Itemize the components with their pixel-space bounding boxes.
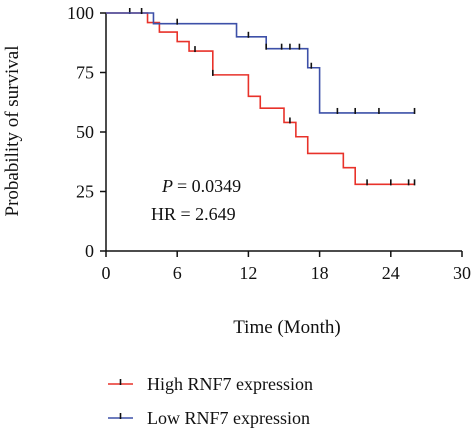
y-axis-label: Probability of survival (2, 46, 23, 217)
p-value-annotation: P = 0.0349 (161, 176, 241, 196)
y-ticks: 0 25 50 75 100 (67, 3, 106, 261)
x-tick-label: 6 (173, 263, 182, 283)
x-axis-label: Time (Month) (233, 317, 341, 338)
p-symbol: P (161, 176, 173, 196)
y-tick-label: 25 (76, 182, 94, 202)
x-tick-label: 24 (382, 263, 400, 283)
legend-label-low: Low RNF7 expression (147, 408, 310, 428)
x-ticks: 0 6 12 18 24 30 (102, 251, 471, 283)
survival-curve-high (106, 12, 415, 186)
p-value: = 0.0349 (177, 176, 241, 196)
legend: High RNF7 expression Low RNF7 expression (108, 374, 313, 428)
x-tick-label: 18 (311, 263, 329, 283)
legend-label-high: High RNF7 expression (147, 374, 313, 394)
y-tick-label: 100 (67, 3, 94, 23)
y-tick-label: 0 (85, 241, 94, 261)
survival-curves (106, 8, 416, 186)
x-tick-label: 30 (453, 263, 471, 283)
y-tick-label: 75 (76, 63, 94, 83)
hazard-ratio-annotation: HR = 2.649 (151, 204, 236, 224)
x-tick-label: 0 (102, 263, 111, 283)
y-tick-label: 50 (76, 122, 94, 142)
survival-curve-low (106, 12, 415, 114)
plot-area: 0 25 50 75 100 0 6 12 18 24 30 (67, 3, 471, 283)
x-tick-label: 12 (239, 263, 257, 283)
